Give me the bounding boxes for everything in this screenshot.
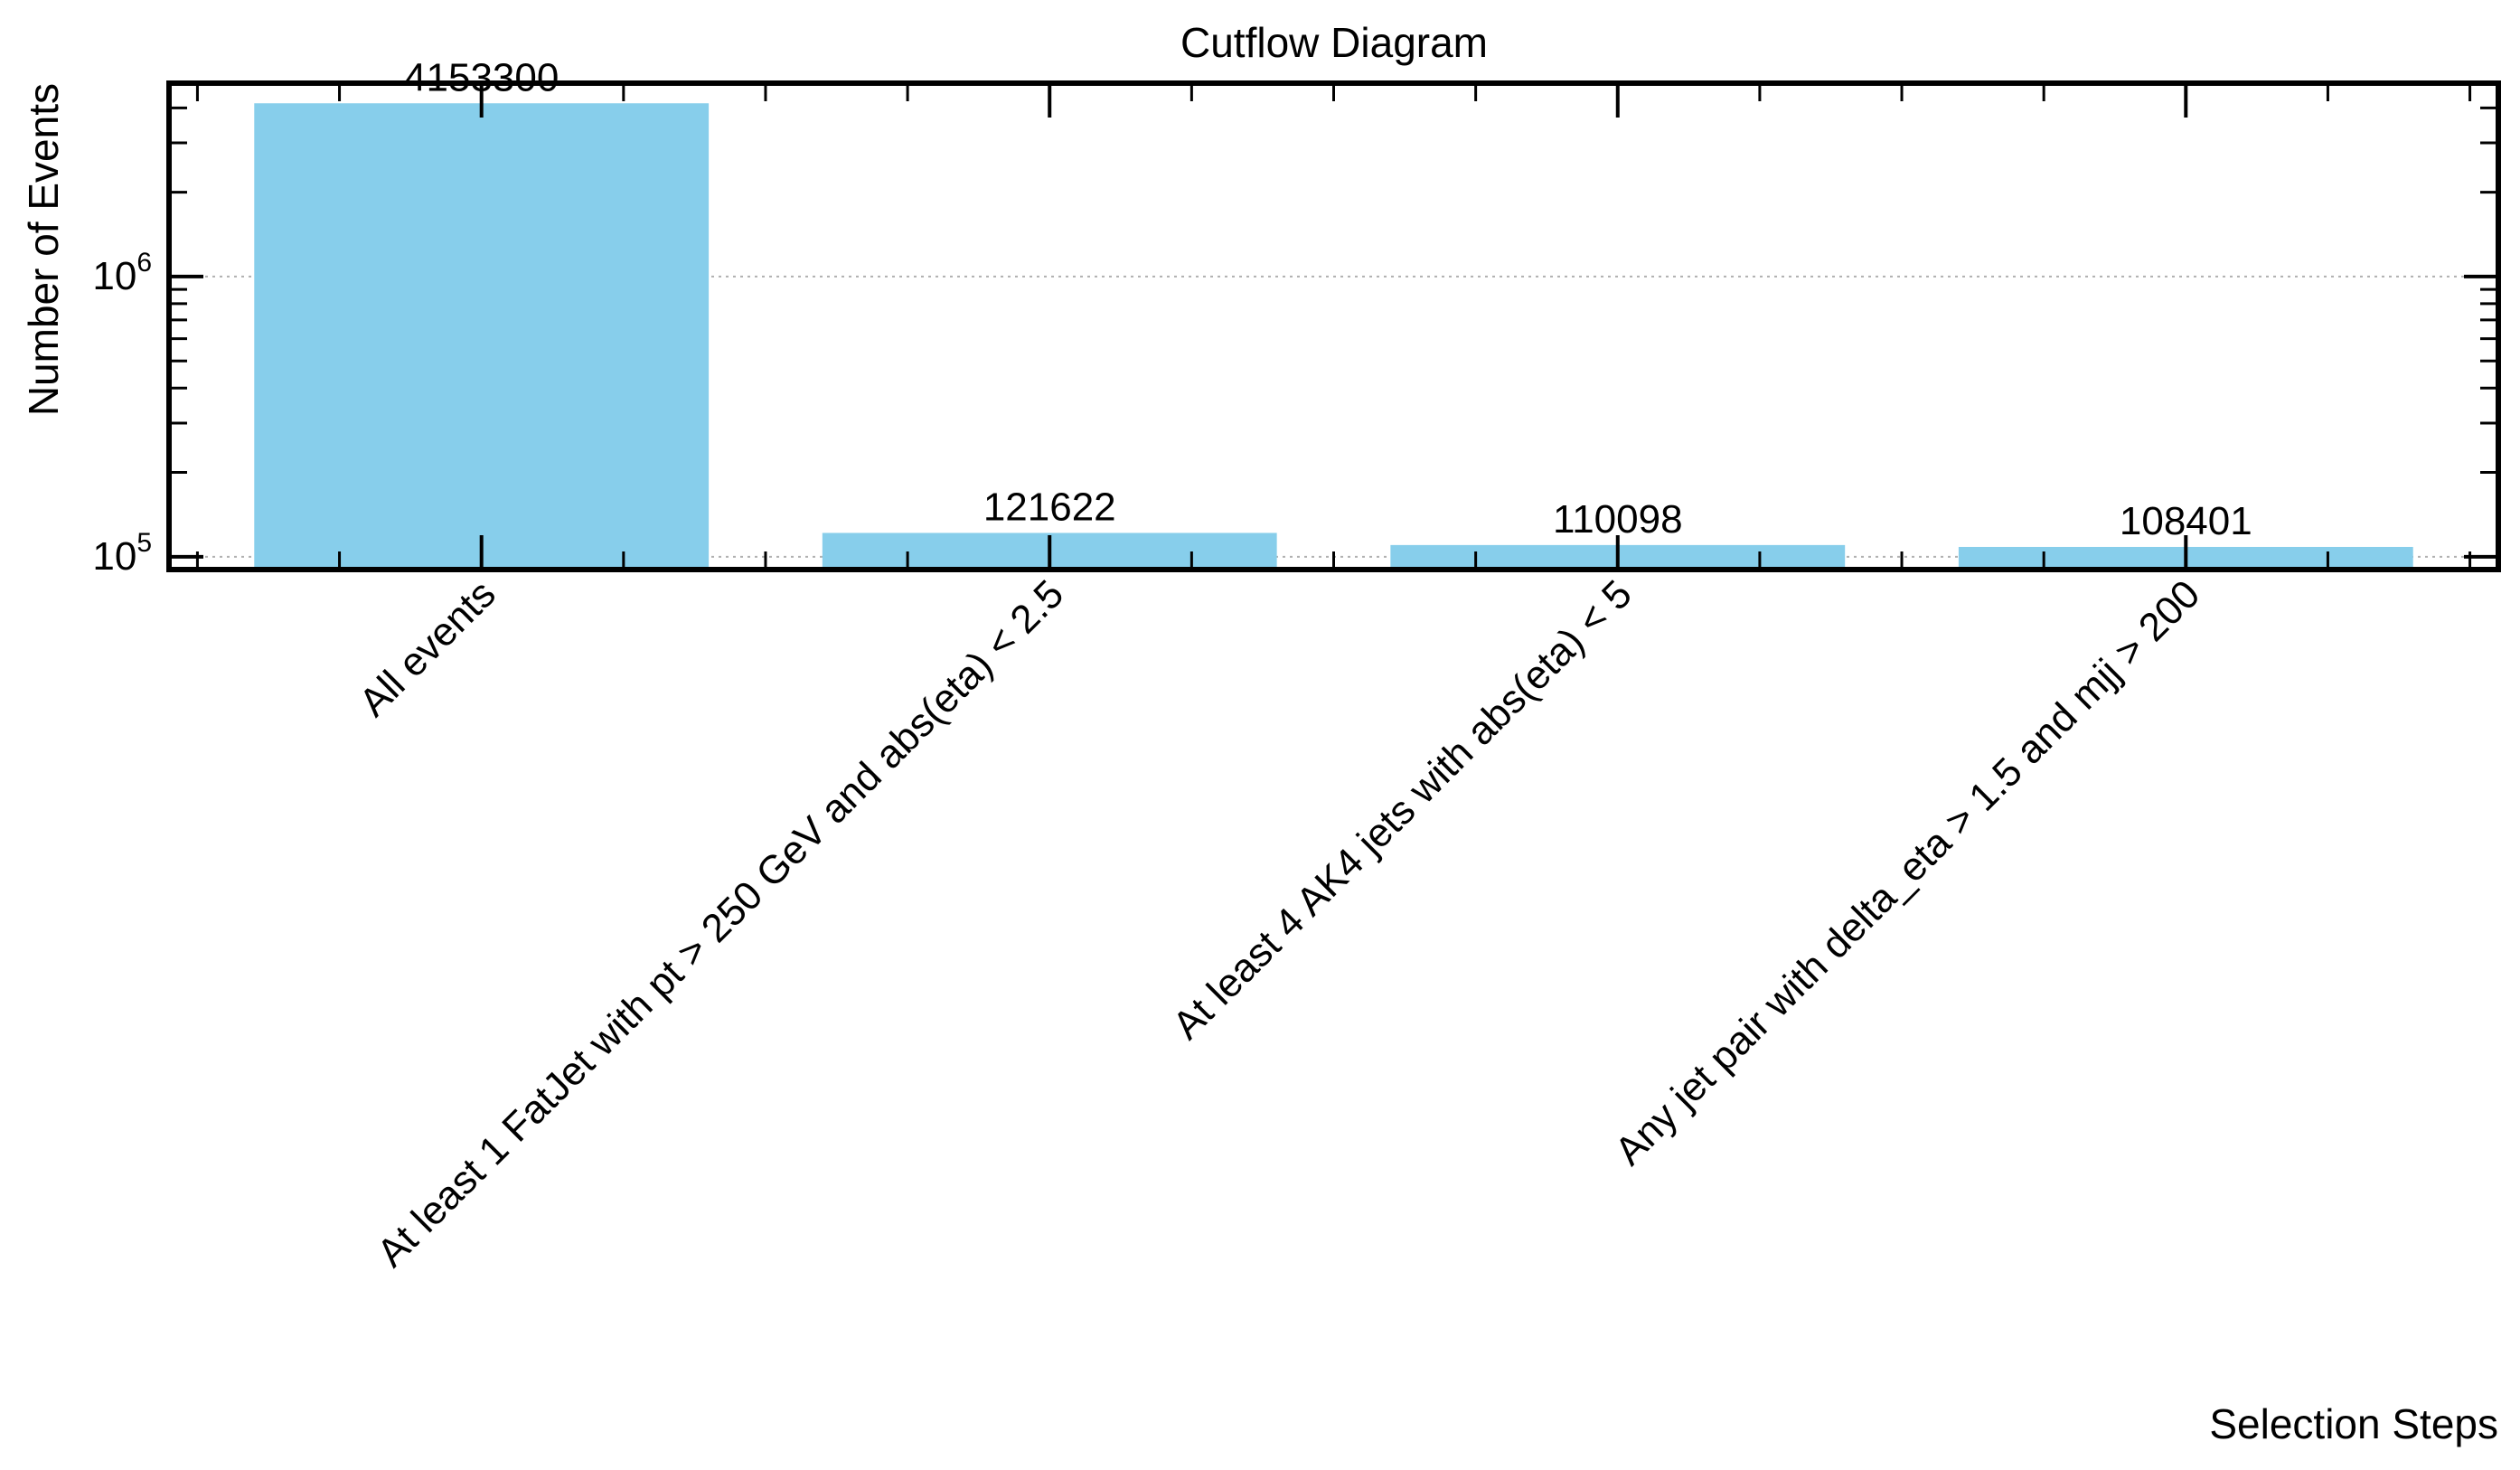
value-label: 4153300 — [404, 55, 559, 99]
chart-title: Cutflow Diagram — [1180, 19, 1488, 66]
y-axis-label: Number of Events — [20, 83, 67, 416]
y-tick-labels: 105 106 — [92, 248, 152, 579]
x-tick-label: At least 4 AK4 jets with abs(eta) < 5 — [1164, 571, 1641, 1048]
bars — [254, 103, 2413, 570]
value-label: 121622 — [983, 485, 1116, 529]
value-label: 110098 — [1553, 497, 1683, 542]
x-tick-label: Any jet pair with delta_eta > 1.5 and mj… — [1606, 571, 2208, 1173]
bar — [254, 103, 710, 570]
value-label: 108401 — [2120, 499, 2252, 543]
x-axis-label: Selection Steps — [2209, 1400, 2498, 1447]
x-tick-label: At least 1 FatJet with pt > 250 GeV and … — [369, 571, 1072, 1275]
y-tick-label: 105 — [92, 528, 152, 579]
x-tick-label: All events — [351, 571, 504, 725]
axis-ticks — [169, 83, 2498, 570]
value-labels: 4153300 121622 110098 108401 — [404, 55, 2252, 543]
y-tick-label: 106 — [92, 248, 152, 298]
plot-frame — [166, 80, 2501, 572]
